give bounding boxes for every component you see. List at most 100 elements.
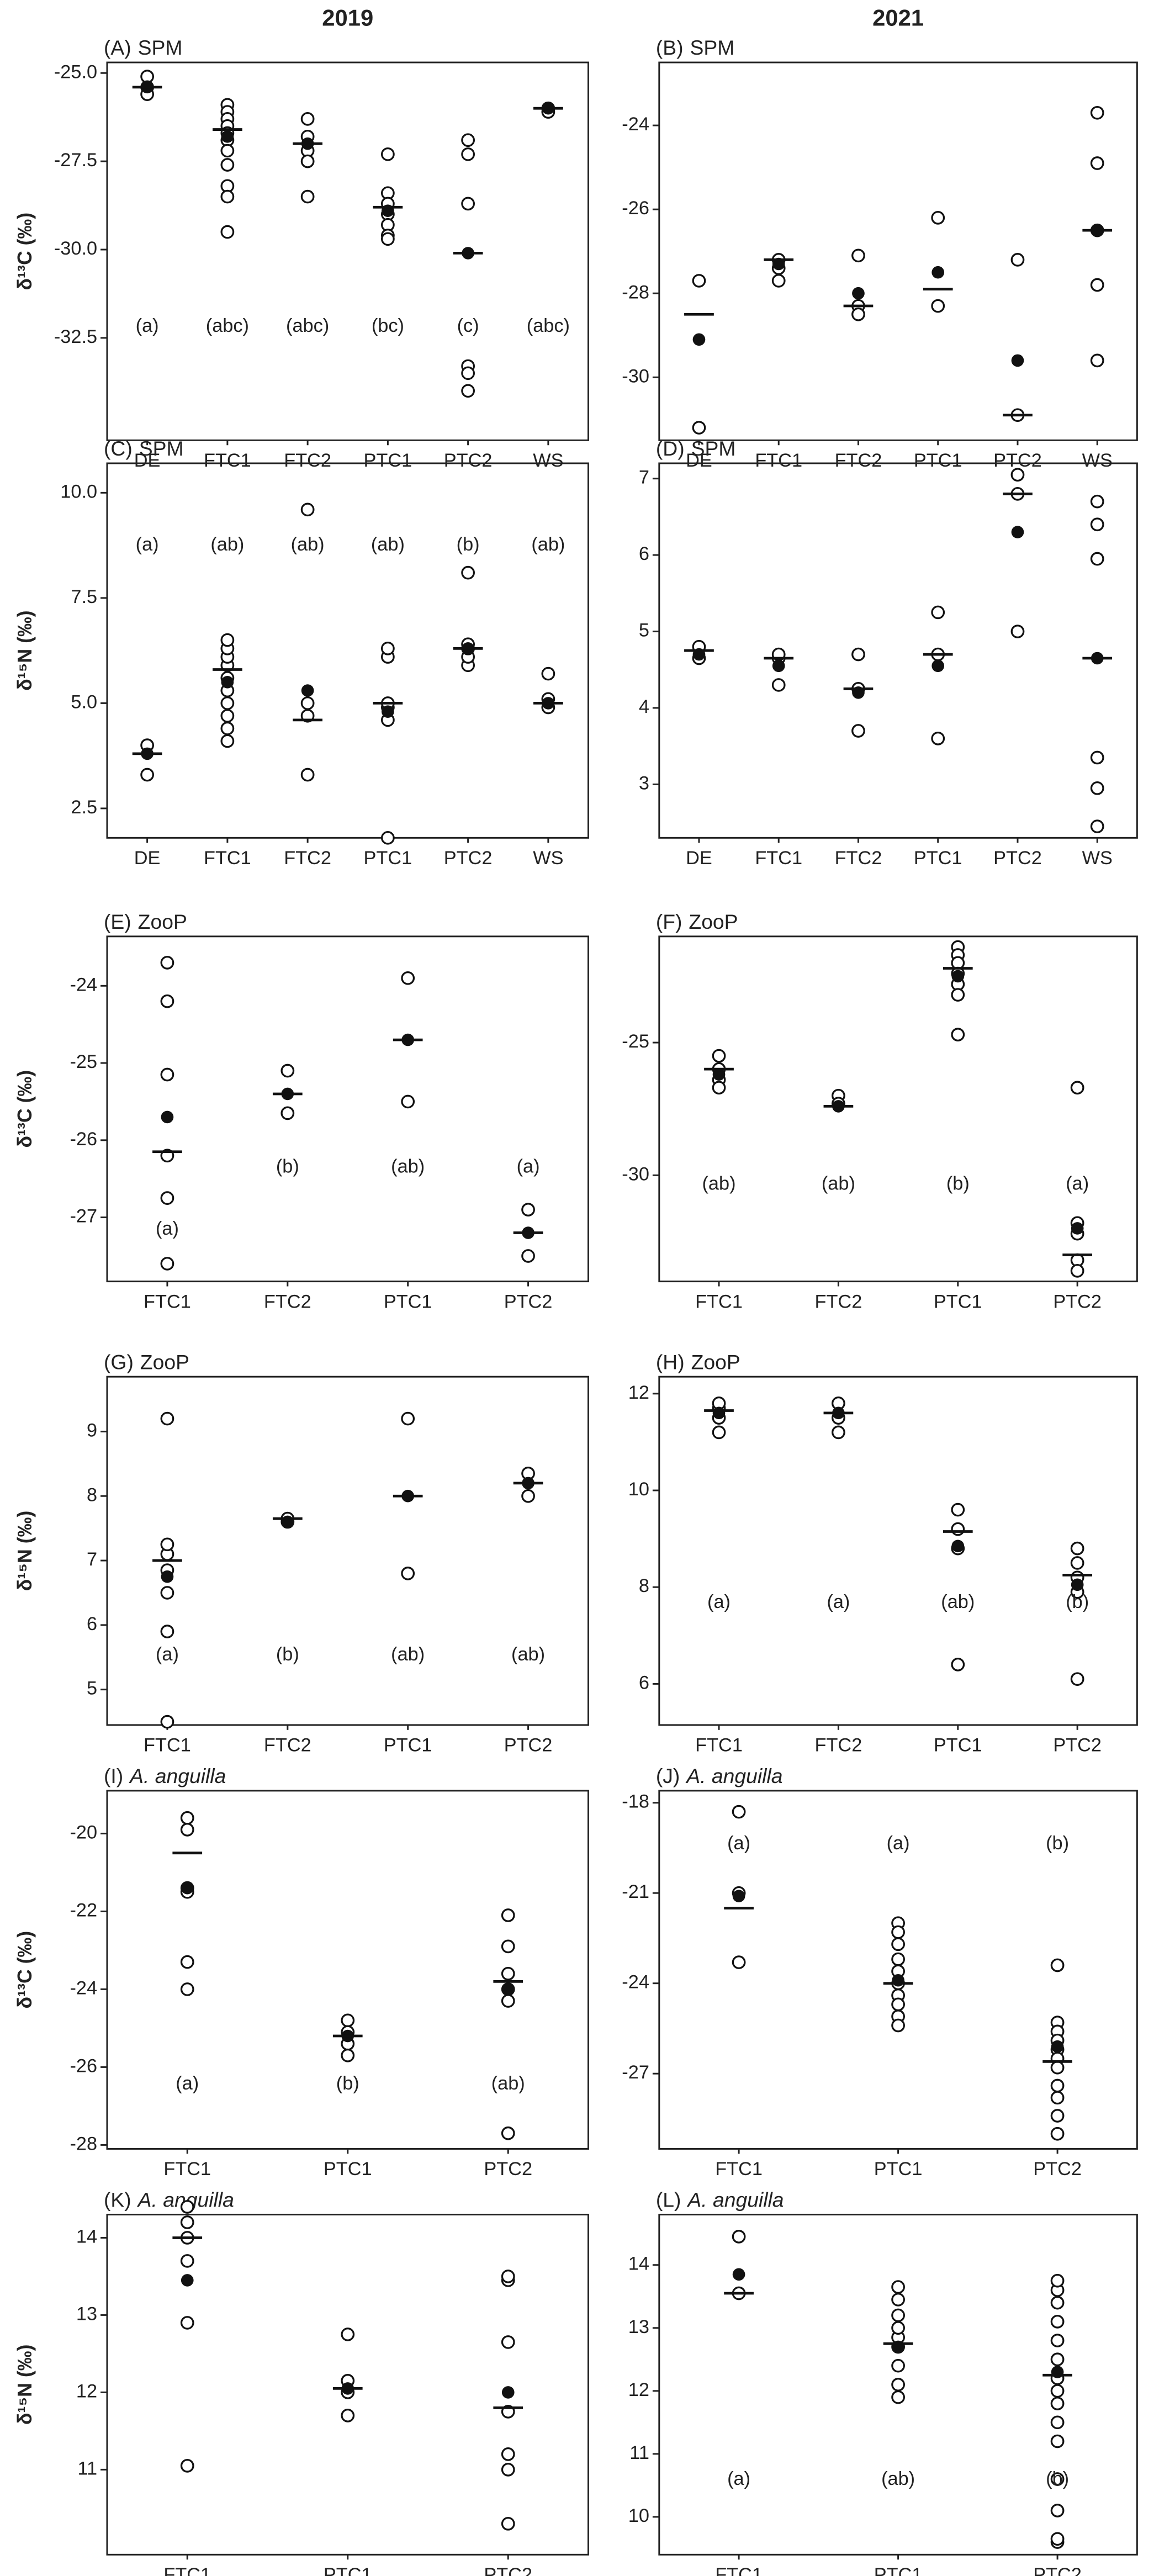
- y-axis-label: δ¹⁵N (‰): [14, 610, 36, 690]
- sample-point: [891, 1937, 905, 1951]
- x-tick-label: WS: [533, 848, 563, 869]
- y-tick-label: 10: [628, 2505, 649, 2526]
- plot-frame: [658, 61, 1138, 441]
- sample-point: [951, 1503, 965, 1517]
- group-letter: (ab): [941, 1591, 975, 1612]
- sample-point: [180, 1823, 194, 1837]
- y-tick-label: -25: [622, 1031, 649, 1052]
- mean-point: [301, 684, 314, 697]
- sample-point: [180, 2215, 194, 2229]
- sample-point: [832, 1425, 845, 1440]
- y-tick-label: -20: [70, 1822, 97, 1843]
- x-tick-label: FTC2: [264, 1735, 311, 1756]
- plot-frame: [658, 935, 1138, 1283]
- sample-point: [300, 154, 315, 168]
- y-tick-label: -24: [622, 114, 649, 135]
- sample-point: [401, 1094, 415, 1109]
- panel-title: (J) A. anguilla: [656, 1764, 783, 1787]
- y-tick-label: 8: [87, 1484, 97, 1505]
- sample-point: [1050, 2078, 1065, 2093]
- panel-name: A. anguilla: [685, 1764, 782, 1787]
- y-tick-label: 11: [77, 2458, 97, 2479]
- y-tick-label: 7.5: [71, 586, 97, 607]
- sample-point: [501, 2270, 515, 2283]
- sample-point: [851, 248, 865, 263]
- x-tick-label: PTC1: [934, 1735, 982, 1756]
- sample-point: [341, 2013, 355, 2028]
- y-tick-label: 12: [628, 1382, 649, 1403]
- group-letter: (b): [276, 1644, 299, 1665]
- sample-point: [521, 1489, 535, 1503]
- y-tick-label: 7: [87, 1549, 97, 1570]
- sample-point: [712, 1049, 726, 1063]
- x-tick-label: FTC2: [815, 1291, 862, 1312]
- sample-point: [521, 1249, 535, 1263]
- group-letter: (ab): [702, 1173, 736, 1194]
- mean-point: [1011, 526, 1024, 538]
- sample-point: [461, 366, 475, 380]
- sample-point: [341, 2409, 355, 2422]
- y-tick-label: -27.5: [54, 150, 97, 171]
- mean-point: [501, 1983, 515, 1996]
- y-tick-label: -32.5: [54, 326, 97, 347]
- mean-point: [931, 659, 945, 673]
- sample-point: [951, 988, 965, 1002]
- panel-label: (I): [104, 1764, 123, 1787]
- group-letter: (b): [1046, 2468, 1069, 2489]
- x-tick-label: FTC1: [755, 848, 802, 869]
- sample-point: [851, 307, 865, 321]
- group-letter: (b): [276, 1156, 299, 1177]
- panel-name: A. anguilla: [686, 2188, 784, 2212]
- x-tick-label: FTC1: [204, 450, 251, 471]
- sample-point: [1070, 1556, 1084, 1570]
- x-tick-label: PTC2: [444, 848, 493, 869]
- column-title: 2021: [872, 5, 924, 31]
- group-letter: (a): [727, 2468, 750, 2489]
- y-tick-label: -30: [622, 1163, 649, 1184]
- mean-point: [221, 676, 234, 689]
- group-letter: (a): [176, 2073, 199, 2094]
- y-tick-label: 13: [628, 2316, 649, 2337]
- panel-label: (F): [656, 910, 682, 933]
- y-tick-label: -21: [622, 1881, 649, 1902]
- x-tick-label: PTC2: [504, 1735, 553, 1756]
- sample-point: [180, 1811, 194, 1825]
- sample-point: [461, 565, 475, 580]
- sample-point: [140, 768, 155, 782]
- plot-frame: [658, 462, 1138, 839]
- panel-title: (C) SPM: [104, 437, 184, 460]
- sample-point: [401, 971, 415, 985]
- panel-label: (D): [656, 437, 685, 460]
- group-letter: (b): [336, 2073, 359, 2094]
- sample-point: [1090, 156, 1104, 170]
- y-tick-label: 14: [76, 2226, 97, 2247]
- group-letter: (abc): [206, 315, 249, 336]
- sample-point: [732, 1805, 746, 1819]
- sample-point: [1050, 1958, 1065, 1972]
- sample-point: [1050, 2434, 1065, 2448]
- plot-frame: [106, 1376, 589, 1726]
- x-tick-label: PTC1: [914, 848, 962, 869]
- group-letter: (b): [946, 1173, 970, 1194]
- group-letter: (a): [156, 1218, 179, 1239]
- y-tick-label: -30: [622, 366, 649, 387]
- y-tick-label: 14: [628, 2254, 649, 2275]
- x-tick-label: PTC2: [444, 450, 493, 471]
- group-letter: (ab): [210, 534, 244, 555]
- y-tick-label: 13: [76, 2304, 97, 2325]
- group-letter: (b): [1066, 1591, 1089, 1612]
- sample-point: [771, 678, 786, 692]
- sample-point: [501, 1939, 515, 1954]
- x-tick-label: PTC2: [1033, 2564, 1082, 2576]
- y-tick-label: 5.0: [71, 692, 97, 713]
- panel-label: (C): [104, 437, 133, 460]
- sample-point: [1090, 819, 1104, 833]
- sample-point: [951, 1658, 965, 1672]
- x-tick-label: FTC2: [835, 450, 882, 471]
- x-tick-label: PTC2: [484, 2564, 532, 2576]
- panel-name: SPM: [690, 36, 735, 59]
- y-axis-label: δ¹³C (‰): [14, 1931, 36, 2009]
- y-tick-label: -28: [622, 282, 649, 303]
- sample-point: [851, 647, 865, 662]
- y-tick-label: 6: [639, 543, 649, 564]
